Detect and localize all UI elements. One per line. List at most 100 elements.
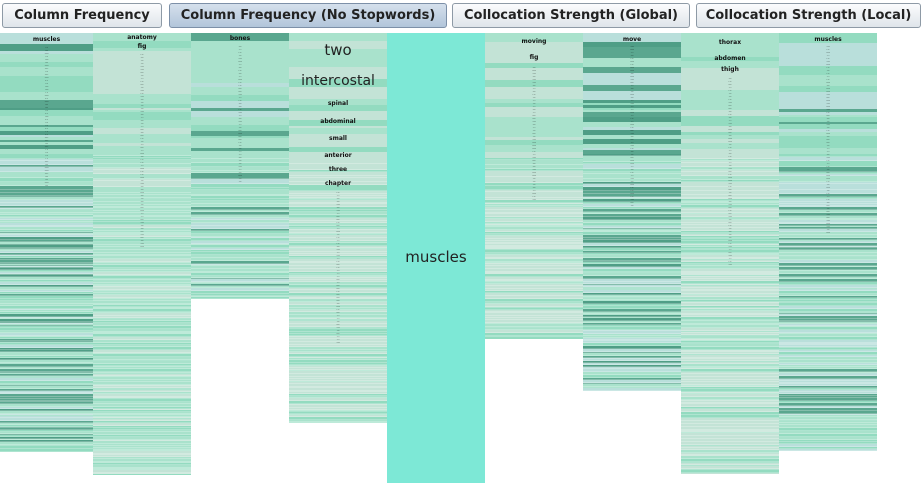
frequency-stripe xyxy=(583,334,681,336)
stripe-separator xyxy=(289,273,387,274)
stripe-separator xyxy=(583,171,681,172)
tiny-word-mark: —· xyxy=(532,113,536,117)
frequency-stripe xyxy=(779,324,877,326)
stripe-separator xyxy=(0,439,93,440)
column-word[interactable]: abdomen xyxy=(714,54,746,62)
frequency-stripe xyxy=(681,473,779,474)
tiny-word-mark: —- xyxy=(532,146,536,150)
tiny-word-mark: - -· xyxy=(826,179,830,183)
tab-column-frequency-no-stopwords[interactable]: Column Frequency (No Stopwords) xyxy=(169,3,447,28)
stripe-separator xyxy=(93,264,191,265)
stripe-separator xyxy=(681,278,779,279)
stripe-separator xyxy=(583,314,681,315)
frequency-stripe xyxy=(191,60,289,72)
stripe-separator xyxy=(779,414,877,415)
frequency-stripe xyxy=(93,382,191,385)
stripe-separator xyxy=(681,175,779,176)
stripe-separator xyxy=(289,253,387,254)
stripe-separator xyxy=(289,271,387,272)
frequency-stripe xyxy=(289,337,387,339)
word-column[interactable]: muscles xyxy=(387,33,485,483)
column-top-word[interactable]: move xyxy=(622,35,642,43)
stripe-separator xyxy=(681,354,779,355)
stripe-separator xyxy=(93,468,191,469)
stripe-separator xyxy=(0,390,93,391)
tiny-word-mark: -·- xyxy=(532,95,536,99)
stripe-separator xyxy=(583,339,681,340)
tiny-word-mark: —- xyxy=(728,127,732,131)
tiny-word-mark: — xyxy=(238,116,242,120)
column-word[interactable]: three xyxy=(328,165,348,173)
frequency-stripe xyxy=(779,340,877,343)
column-word[interactable]: spinal xyxy=(327,99,349,107)
stripe-separator xyxy=(0,406,93,407)
stripe-separator xyxy=(289,362,387,363)
tiny-word-mark: ·— xyxy=(532,167,536,171)
column-top-word[interactable]: muscles xyxy=(32,35,61,43)
tab-collocation-strength-global[interactable]: Collocation Strength (Global) xyxy=(452,3,690,28)
frequency-stripe xyxy=(485,318,583,320)
tiny-word-mark: — xyxy=(45,183,48,187)
tiny-word-mark: -·- xyxy=(630,89,634,93)
stripe-separator xyxy=(0,233,93,234)
column-top-word[interactable]: anatomy xyxy=(127,33,157,41)
frequency-stripe xyxy=(485,200,583,203)
frequency-stripe xyxy=(191,199,289,201)
column-word[interactable]: thigh xyxy=(721,65,739,73)
stripe-separator xyxy=(93,456,191,457)
frequency-stripe xyxy=(681,433,779,436)
column-word[interactable]: intercostal xyxy=(301,73,375,89)
stripe-separator xyxy=(779,276,877,277)
stripe-separator xyxy=(485,229,583,230)
tiny-word-mark: - -· xyxy=(336,220,340,224)
column-top-word[interactable]: two xyxy=(324,41,352,59)
stripe-separator xyxy=(191,187,289,188)
tiny-word-mark: ·— xyxy=(532,119,536,123)
column-word[interactable]: fig xyxy=(137,43,147,50)
stripe-separator xyxy=(681,202,779,203)
stripe-separator xyxy=(0,396,93,397)
frequency-stripe xyxy=(583,112,681,117)
column-top-word[interactable]: muscles xyxy=(405,248,467,266)
frequency-stripe xyxy=(681,317,779,320)
tiny-word-mark: — xyxy=(140,130,144,134)
column-word[interactable]: abdominal xyxy=(320,117,356,125)
frequency-stripe xyxy=(93,123,191,128)
stripe-separator xyxy=(93,212,191,213)
tab-collocation-strength-local[interactable]: Collocation Strength (Local) xyxy=(696,3,921,28)
column-word[interactable]: fig xyxy=(529,54,539,61)
frequency-stripe xyxy=(289,412,387,414)
stripe-separator xyxy=(681,290,779,291)
frequency-stripe xyxy=(191,41,289,52)
column-top-word[interactable]: moving xyxy=(521,38,547,45)
frequency-stripe xyxy=(191,286,289,288)
column-top-word[interactable]: muscles xyxy=(814,35,842,43)
frequency-stripe xyxy=(681,277,779,279)
frequency-stripe xyxy=(93,350,191,353)
stripe-separator xyxy=(779,364,877,365)
frequency-stripe xyxy=(289,79,387,87)
stripe-separator xyxy=(0,171,93,172)
stripe-separator xyxy=(0,160,93,161)
tiny-word-mark: — xyxy=(728,133,732,137)
tiny-word-mark: — xyxy=(630,71,634,75)
column-word[interactable]: anterior xyxy=(324,151,352,159)
stripe-separator xyxy=(0,267,93,268)
stripe-separator xyxy=(93,443,191,444)
stripe-separator xyxy=(681,351,779,352)
word-list: — - -- -· -·- ·— —- - - — - -· — - - —- - -· - -· —· —… xyxy=(191,45,289,183)
frequency-stripe xyxy=(485,324,583,327)
frequency-stripe xyxy=(289,226,387,228)
column-top-word[interactable]: bones xyxy=(229,34,251,42)
stripe-separator xyxy=(0,451,93,452)
tiny-word-mark: —- xyxy=(826,131,830,135)
tiny-word-mark: - -· xyxy=(826,164,830,168)
column-word[interactable]: small xyxy=(329,134,347,142)
tiny-word-mark: — xyxy=(140,187,144,191)
stripe-separator xyxy=(289,245,387,246)
frequency-stripe xyxy=(485,293,583,296)
column-top-word[interactable]: thorax xyxy=(718,38,742,46)
column-word[interactable]: chapter xyxy=(324,179,352,187)
frequency-stripe xyxy=(0,149,93,154)
tab-column-frequency[interactable]: Column Frequency xyxy=(2,3,162,28)
